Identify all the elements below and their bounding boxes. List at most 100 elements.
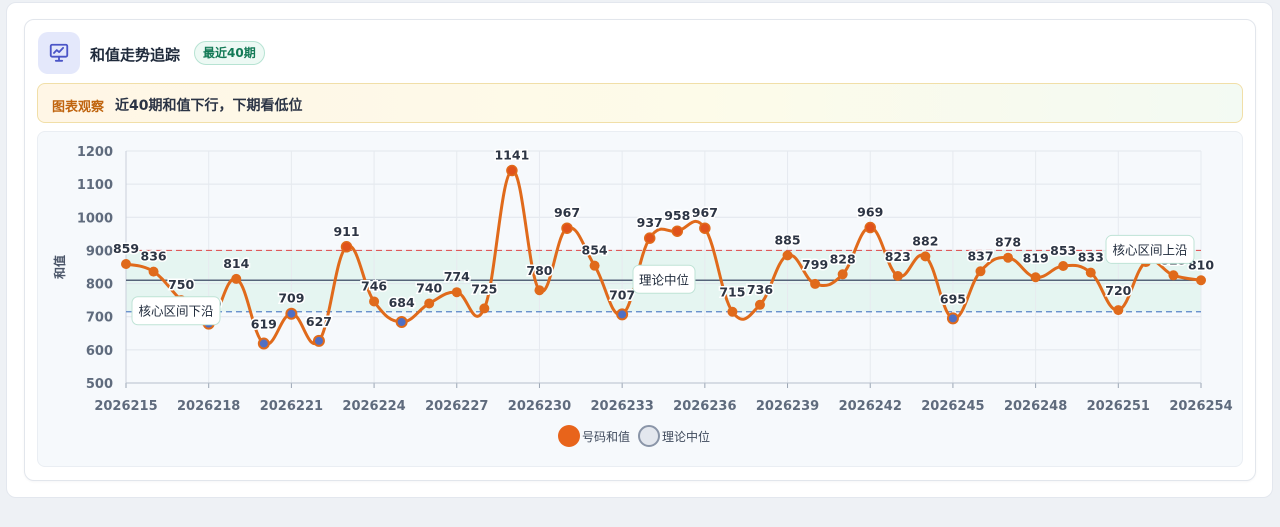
data-label: 619 [251,317,277,332]
band-upper-label-box [1105,234,1195,264]
data-label: 736 [747,282,773,297]
data-point [1030,272,1041,283]
data-label: 859 [113,241,139,256]
data-label: 750 [168,277,194,292]
data-point [892,270,903,281]
data-label: 828 [830,251,856,266]
data-point [1168,270,1179,281]
y-axis-label: 和值 [52,255,67,280]
data-label: 833 [1078,250,1104,265]
data-point-low [395,316,408,329]
y-tick-label: 1200 [77,145,113,160]
data-point [121,259,131,270]
median-label-text: 理论中位 [639,272,689,287]
insight-text: 近40期和值下行，下期看低位 [115,98,303,114]
legend-series-swatch [558,425,580,447]
x-tick-label: 2026227 [425,399,488,414]
data-point-low [946,312,959,325]
y-tick-label: 1100 [77,178,113,193]
data-label: 854 [582,243,608,258]
data-label: 740 [416,280,442,295]
band-lower-label-box [131,296,221,326]
data-point-high [506,164,518,177]
x-tick-label: 2026242 [839,399,902,414]
data-label: 823 [885,249,911,264]
data-point [424,298,435,309]
data-label: 627 [306,314,332,329]
data-label: 885 [774,232,800,247]
data-point [782,250,793,261]
data-point [479,303,490,314]
data-point [1113,305,1124,316]
chart-trend-icon [38,32,80,74]
data-point [369,296,380,307]
data-point [589,260,600,271]
data-label: 967 [692,205,718,220]
x-tick-label: 2026233 [590,399,653,414]
data-point-high [643,232,656,244]
legend-item-median[interactable]: 理论中位 [638,425,710,447]
data-label: 774 [444,269,470,284]
data-label: 720 [1105,283,1131,298]
y-tick-label: 700 [86,311,113,326]
data-label: 709 [278,291,304,306]
data-label: 837 [967,248,993,263]
data-point [534,285,545,296]
data-point-high [561,222,573,234]
period-badge: 最近40期 [194,41,265,65]
x-tick-label: 2026218 [177,399,240,414]
x-tick-label: 2026221 [260,399,323,414]
data-point-low [312,334,325,347]
y-tick-label: 900 [86,244,113,259]
y-tick-label: 1000 [77,211,113,226]
median-label-box [632,264,696,294]
x-tick-label: 2026251 [1087,399,1150,414]
legend-median-swatch [638,425,660,447]
data-label: 853 [1050,243,1076,258]
data-label: 799 [802,257,828,272]
data-point [837,269,848,280]
data-point [754,299,765,310]
data-point [1058,261,1069,272]
data-point-low [616,308,629,321]
x-tick-label: 2026245 [921,399,984,414]
x-tick-label: 2026254 [1169,399,1232,414]
data-point-high [340,241,353,253]
data-point [1196,275,1206,286]
band-lower-label-text: 核心区间下沿 [138,304,213,319]
data-label: 780 [526,263,552,278]
y-tick-label: 500 [86,377,113,392]
legend-median-label: 理论中位 [662,429,711,444]
x-tick-label: 2026230 [508,399,571,414]
data-label: 819 [1023,250,1049,265]
legend-series-label: 号码和值 [582,429,631,444]
data-label: 882 [912,233,938,248]
y-tick-label: 800 [86,278,113,293]
data-label: 878 [995,235,1021,250]
data-label: 715 [719,285,745,300]
legend-item-series[interactable]: 号码和值 [558,425,630,447]
data-label: 707 [609,287,635,302]
data-label: 746 [361,278,387,293]
data-point [231,273,242,284]
data-label: 725 [471,281,497,296]
data-label: 958 [664,208,690,223]
data-label: 969 [857,205,883,220]
data-label: 937 [637,215,663,230]
data-label: 684 [389,295,415,310]
band-upper-label-text: 核心区间上沿 [1112,242,1187,257]
data-point [1085,267,1096,278]
data-point-high [864,221,876,234]
data-point [1003,252,1014,263]
data-label: 967 [554,205,580,220]
data-point [920,251,931,262]
x-tick-label: 2026215 [94,399,157,414]
data-point [148,266,159,277]
x-tick-label: 2026248 [1004,399,1067,414]
data-point [451,287,462,298]
data-point [810,278,821,289]
x-tick-label: 2026239 [756,399,819,414]
data-point-low [257,337,270,350]
data-label: 1141 [494,148,529,163]
